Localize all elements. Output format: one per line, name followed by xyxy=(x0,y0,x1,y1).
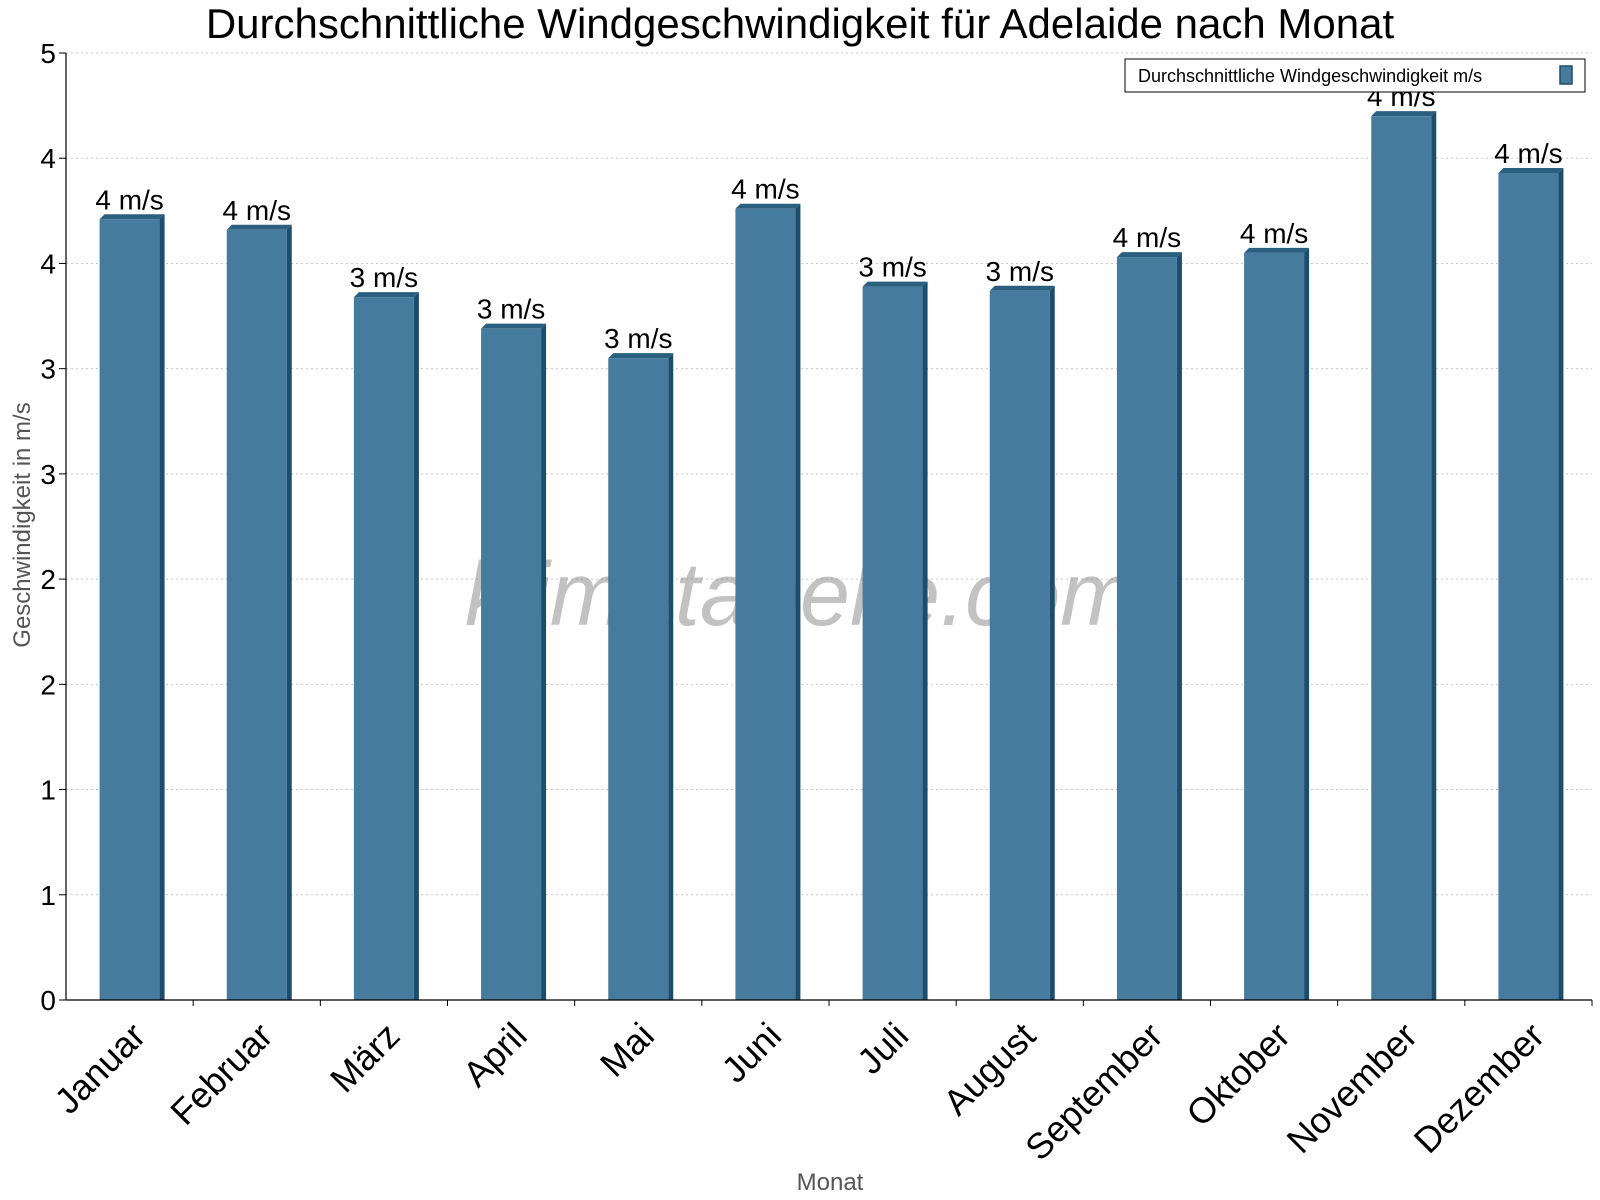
bar-side xyxy=(1176,252,1182,1000)
bar xyxy=(1244,252,1305,1000)
bar-top xyxy=(1498,167,1564,173)
data-label: 3 m/s xyxy=(986,256,1054,287)
bars: 4 m/s 4 m/s 3 m/s 3 m/s 3 m/s 4 m/s 3 m/s 3 m/s… xyxy=(95,81,1564,1001)
legend: Durchschnittliche Windgeschwindigkeit m/… xyxy=(1124,58,1586,93)
y-tick-label: 3 xyxy=(40,459,56,490)
legend-label: Durchschnittliche Windgeschwindigkeit m/… xyxy=(1138,66,1482,86)
x-tick-label: Mai xyxy=(592,1015,662,1085)
legend-box xyxy=(1124,58,1586,93)
bar-top xyxy=(862,281,928,287)
bar-side xyxy=(795,203,801,1000)
y-tick-label: 4 xyxy=(40,143,56,174)
x-tick-label: April xyxy=(455,1015,535,1095)
bar-top xyxy=(1116,252,1182,258)
bar-side xyxy=(668,353,674,1001)
bar-oktober: 4 m/s xyxy=(1240,218,1310,1000)
bar-juli: 3 m/s xyxy=(858,252,928,1000)
bar xyxy=(735,208,796,1000)
bar-side xyxy=(1431,111,1437,1001)
bar-side xyxy=(1304,247,1310,1000)
bar xyxy=(1116,257,1177,1000)
grid xyxy=(66,52,1592,896)
y-tick-label: 1 xyxy=(40,880,56,911)
x-tick-label: November xyxy=(1278,1015,1424,1161)
data-label: 4 m/s xyxy=(223,195,291,226)
bar-juni: 4 m/s xyxy=(731,174,801,1000)
bar-side xyxy=(1049,285,1055,1000)
x-tick-label: Juni xyxy=(713,1015,789,1091)
data-label: 3 m/s xyxy=(604,323,672,354)
bar-november: 4 m/s xyxy=(1367,81,1437,1001)
bar-top xyxy=(353,292,419,298)
bar-top xyxy=(99,214,165,220)
x-tick-label: Dezember xyxy=(1406,1015,1552,1161)
bar-top xyxy=(608,353,674,359)
bar-side xyxy=(286,224,292,1001)
bar-august: 3 m/s xyxy=(986,256,1055,1000)
bar-top xyxy=(481,323,547,329)
data-label: 4 m/s xyxy=(1240,218,1308,249)
data-label: 3 m/s xyxy=(477,294,545,325)
bar-side xyxy=(1558,167,1564,1000)
legend-swatch xyxy=(1559,65,1573,85)
bar xyxy=(353,297,414,1000)
x-tick-label: Oktober xyxy=(1178,1015,1298,1135)
bar xyxy=(1371,116,1432,1001)
bar-mai: 3 m/s xyxy=(604,323,674,1001)
bar xyxy=(1498,172,1559,1000)
x-tick-label: Februar xyxy=(162,1015,280,1133)
bar-dezember: 4 m/s xyxy=(1494,138,1564,1000)
bar-top xyxy=(226,224,292,230)
y-tick-label: 5 xyxy=(40,38,56,69)
bar-top xyxy=(1371,111,1437,117)
data-label: 3 m/s xyxy=(858,252,926,283)
bar xyxy=(99,219,160,1001)
data-label: 4 m/s xyxy=(1494,138,1562,169)
data-label: 3 m/s xyxy=(350,262,418,293)
bar-top xyxy=(989,285,1055,291)
bar xyxy=(608,358,669,1001)
bar-februar: 4 m/s xyxy=(223,195,292,1001)
bar xyxy=(481,328,542,1000)
bar-side xyxy=(541,323,547,1000)
y-tick-label: 2 xyxy=(40,669,56,700)
bar-side xyxy=(159,214,165,1001)
data-label: 4 m/s xyxy=(1113,222,1181,253)
y-tick-label: 4 xyxy=(40,248,56,279)
bar-top xyxy=(735,203,801,209)
x-tick-label: März xyxy=(322,1015,408,1101)
x-tick-label: September xyxy=(1017,1015,1171,1169)
data-label: 4 m/s xyxy=(95,184,163,215)
axes xyxy=(65,53,1592,1001)
bar-side xyxy=(922,281,928,1000)
x-tick-label: Juli xyxy=(849,1015,916,1082)
bar-april: 3 m/s xyxy=(477,294,547,1000)
x-tick-label: August xyxy=(935,1015,1043,1123)
bar-top xyxy=(1244,247,1310,253)
bar xyxy=(989,290,1050,1000)
y-tick-label: 3 xyxy=(40,354,56,385)
bar-side xyxy=(413,292,419,1000)
bar-januar: 4 m/s xyxy=(95,184,165,1001)
x-axis-title: Monat xyxy=(797,1169,864,1196)
data-label: 4 m/s xyxy=(731,174,799,205)
bar-märz: 3 m/s xyxy=(350,262,419,1000)
bar-september: 4 m/s xyxy=(1113,222,1182,1000)
y-tick-label: 2 xyxy=(40,564,56,595)
x-tick-label: Januar xyxy=(46,1015,153,1122)
bar xyxy=(862,286,923,1000)
y-axis-title: Geschwindigkeit in m/s xyxy=(9,402,36,647)
bar xyxy=(226,229,287,1001)
y-tick-label: 1 xyxy=(40,775,56,806)
x-ticks: Januar Februar März April Mai Juni Juli AugustS… xyxy=(46,1000,1593,1169)
y-tick-label: 0 xyxy=(40,985,56,1016)
chart-title: Durchschnittliche Windgeschwindigkeit fü… xyxy=(206,0,1395,47)
y-ticks: 0 1 1 2 2 3 3 4 4 5 xyxy=(40,38,66,1016)
